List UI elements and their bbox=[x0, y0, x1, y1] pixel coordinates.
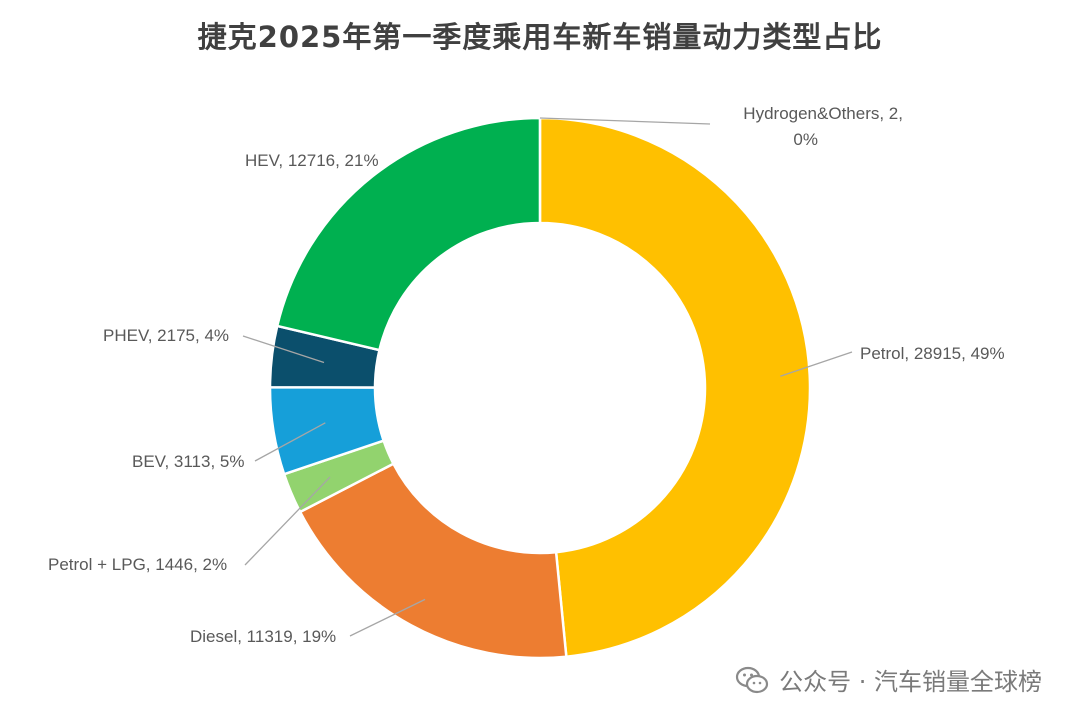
leader-line-bev bbox=[254, 422, 326, 462]
wechat-icon bbox=[736, 666, 769, 693]
leader-line-petrol-lpg bbox=[244, 476, 331, 566]
leader-line-hydrogen-others bbox=[539, 117, 711, 125]
data-label-phev: PHEV, 2175, 4% bbox=[103, 326, 229, 345]
data-label-diesel: Diesel, 11319, 19% bbox=[190, 627, 336, 646]
data-label-hydrogen-others: Hydrogen&Others, 2, 0% bbox=[743, 104, 903, 149]
watermark: 公众号 · 汽车销量全球榜 bbox=[735, 662, 1042, 697]
slice-hev bbox=[275, 116, 542, 352]
leader-line-diesel bbox=[349, 598, 426, 637]
data-label-petrol: Petrol, 28915, 49% bbox=[860, 344, 1005, 363]
data-label-hev: HEV, 12716, 21% bbox=[245, 151, 379, 170]
slice-diesel bbox=[298, 462, 568, 660]
data-label-bev: BEV, 3113, 5% bbox=[132, 452, 244, 471]
watermark-text: 公众号 · 汽车销量全球榜 bbox=[779, 668, 1042, 696]
chart-title: 捷克2025年第一季度乘用车新车销量动力类型占比 bbox=[197, 20, 883, 54]
slice-petrol bbox=[538, 116, 812, 659]
leader-line-phev bbox=[242, 335, 325, 364]
leader-line-petrol bbox=[780, 351, 853, 377]
data-label-petrol-lpg: Petrol + LPG, 1446, 2% bbox=[48, 555, 227, 574]
